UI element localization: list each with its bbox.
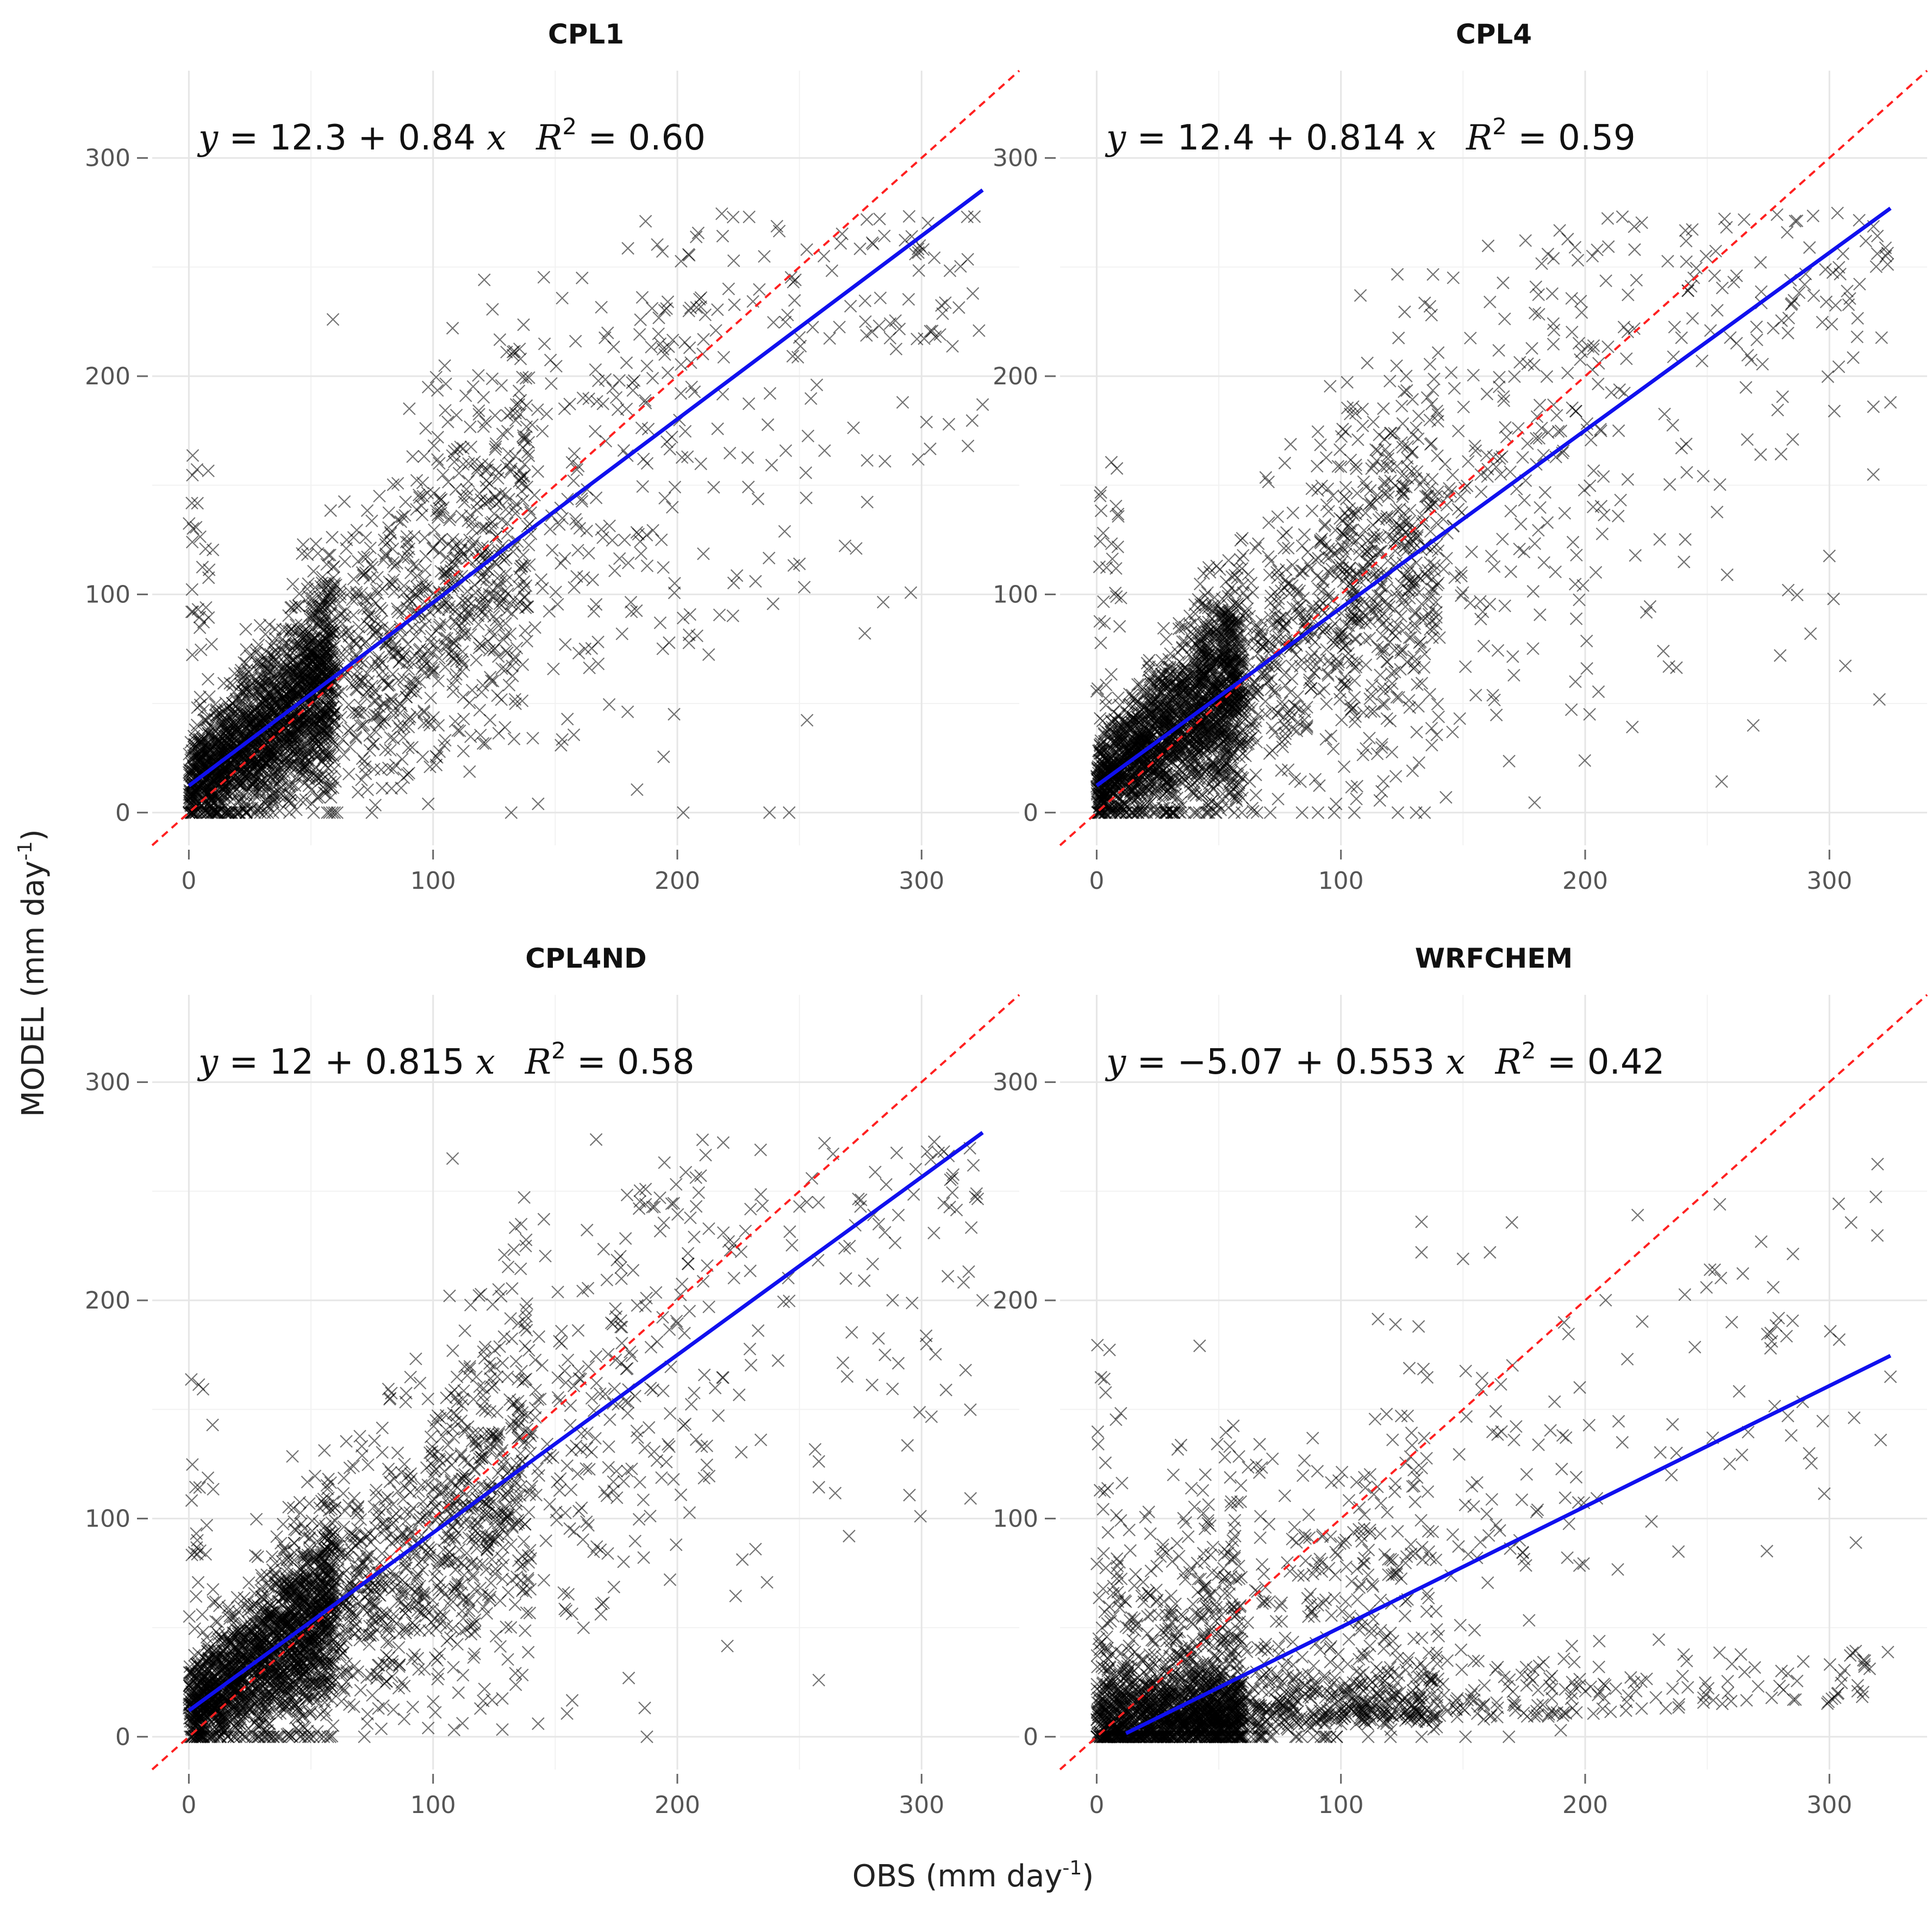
data-point [952, 301, 965, 314]
data-point [715, 207, 728, 220]
x-tick-label: 200 [1562, 867, 1608, 895]
y-tick-label: 0 [115, 799, 130, 827]
data-point [661, 366, 675, 379]
data-point [556, 733, 569, 746]
tick-labels: 0 100 200 300 0 100 200 300 [85, 145, 944, 895]
data-point [858, 294, 872, 308]
data-point [437, 468, 450, 482]
y-axis-title: MODEL (mm day-1) [14, 829, 51, 1117]
panel-cpl1: CPL1 0 100 200 300 0 100 200 300 y = 12.3 + 0.8… [85, 18, 1020, 895]
y-tick-label: 300 [993, 145, 1038, 172]
data-point [531, 403, 544, 416]
data-point [185, 583, 199, 596]
data-point [223, 677, 236, 690]
data-point [677, 612, 690, 625]
data-point [853, 242, 867, 256]
data-point [477, 391, 490, 404]
data-point [443, 513, 456, 527]
data-point [567, 728, 581, 742]
x-tick-label: 200 [655, 867, 700, 895]
x-tick-label: 300 [1806, 867, 1852, 895]
data-point [546, 544, 559, 557]
data-point [307, 565, 320, 578]
data-point [186, 469, 199, 482]
data-point [779, 444, 793, 457]
panel-title: CPL4 [1456, 18, 1532, 50]
data-point [690, 629, 703, 643]
data-point [349, 730, 362, 744]
data-points [182, 207, 989, 819]
x-tick-label: 100 [1318, 867, 1364, 895]
data-point [382, 506, 396, 519]
data-point [620, 356, 633, 370]
data-point [384, 693, 397, 706]
data-point [387, 556, 400, 569]
data-point [713, 608, 726, 621]
data-point [365, 514, 378, 527]
data-point [406, 656, 419, 669]
data-point [201, 672, 215, 686]
data-point [621, 705, 634, 719]
data-point [587, 605, 601, 618]
data-point [499, 616, 512, 630]
x-tick-label: 300 [899, 867, 944, 895]
data-point [396, 752, 409, 766]
y-tick-label: 100 [85, 581, 130, 608]
data-point [433, 618, 446, 631]
data-point [193, 621, 207, 634]
y-tick-label: 200 [993, 363, 1038, 390]
x-tick-label: 0 [1089, 867, 1104, 895]
data-point [516, 370, 529, 384]
data-point [942, 418, 956, 431]
y-tick-label: 100 [993, 581, 1038, 608]
regression-equation: y = 12.3 + 0.84 x R2 = 0.60 [197, 113, 706, 158]
data-point [444, 510, 457, 524]
y-tick-label: 0 [1023, 799, 1038, 827]
x-axis-title: OBS (mm day-1) [852, 1857, 1094, 1894]
panel-title: CPL1 [548, 18, 624, 50]
data-point [939, 296, 952, 309]
x-tick-label: 0 [181, 867, 196, 895]
data-point [457, 712, 470, 726]
gridlines [152, 71, 1019, 845]
y-tick-label: 300 [85, 145, 130, 172]
x-tick-label: 100 [410, 867, 456, 895]
data-point [205, 638, 218, 651]
data-point [347, 608, 360, 622]
y-tick-label: 200 [85, 363, 130, 390]
data-point [556, 512, 569, 525]
